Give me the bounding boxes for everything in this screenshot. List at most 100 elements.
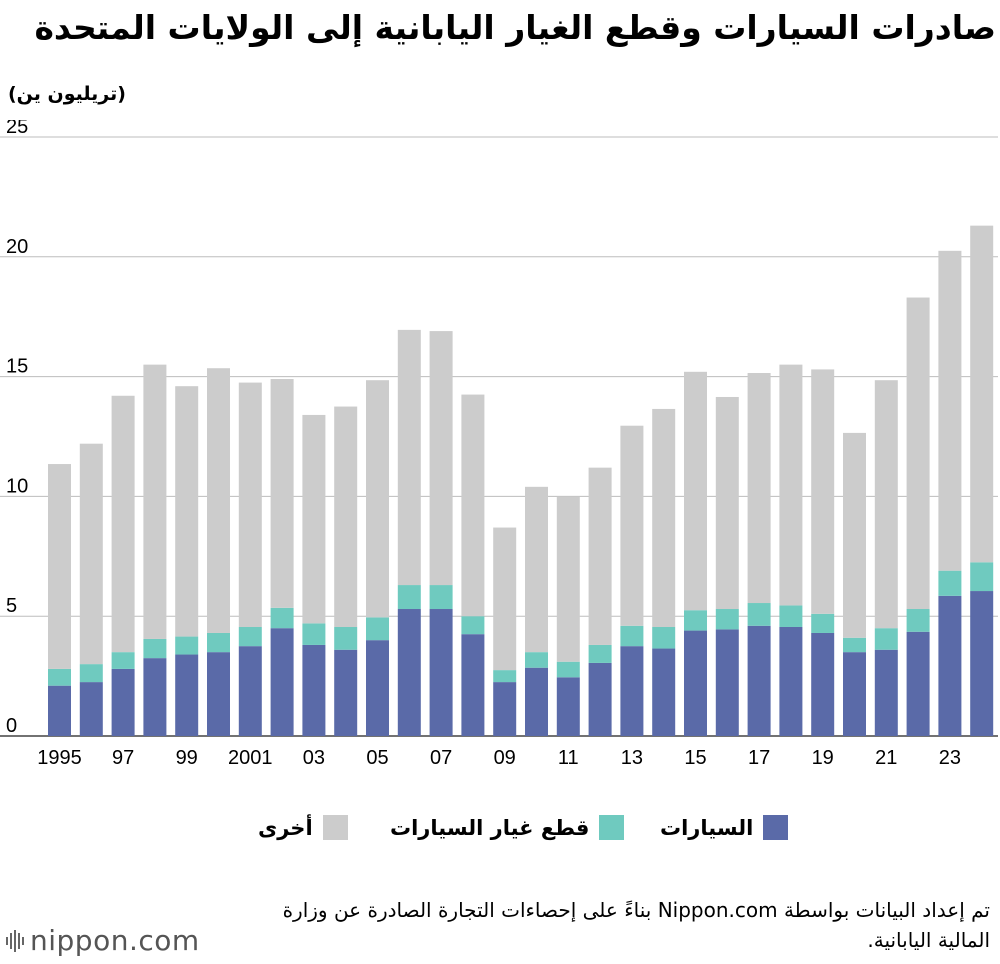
x-tick-label: 11 xyxy=(558,747,579,769)
bar-segment-cars-2002 xyxy=(270,628,294,736)
bar-segment-parts-2008 xyxy=(461,616,485,635)
y-axis-ticks: 0 5 10 15 20 25 xyxy=(6,120,28,737)
bar-segment-cars-2023 xyxy=(938,595,962,736)
bar-segment-cars-2006 xyxy=(397,609,421,736)
chart-title: صادرات السيارات وقطع الغيار اليابانية إل… xyxy=(34,8,996,47)
x-tick-label: 21 xyxy=(875,747,897,769)
legend-item-parts: قطع غيار السيارات xyxy=(390,815,625,840)
bar-segment-parts-2020 xyxy=(843,637,866,653)
bar-segment-cars-2015 xyxy=(684,630,707,736)
legend-swatch-cars xyxy=(763,815,789,840)
bar-segment-parts-1997 xyxy=(111,652,135,669)
bar-segment-cars-2012 xyxy=(588,662,612,736)
bar-segment-cars-2010 xyxy=(525,667,548,736)
bar-segment-other-2018 xyxy=(779,364,803,606)
x-tick-label: 13 xyxy=(621,747,643,769)
bar-segment-parts-2007 xyxy=(429,585,453,610)
nippon-waves-icon xyxy=(6,929,24,952)
bar-segment-other-2022 xyxy=(906,297,930,610)
bar-segment-parts-2013 xyxy=(620,625,644,647)
bar-segment-other-1997 xyxy=(111,395,135,653)
bar-segment-cars-1996 xyxy=(79,682,103,736)
bar-segment-other-2002 xyxy=(270,378,294,608)
bar-segment-other-2009 xyxy=(493,527,517,671)
y-tick-label: 15 xyxy=(6,356,28,378)
bar-segment-cars-2000 xyxy=(207,652,230,736)
x-tick-label: 1995 xyxy=(37,747,82,769)
legend-label-parts: قطع غيار السيارات xyxy=(390,815,590,840)
x-tick-label: 05 xyxy=(366,747,388,769)
bar-segment-other-1996 xyxy=(79,443,103,665)
legend-item-cars: السيارات xyxy=(660,815,789,840)
bar-segment-other-2005 xyxy=(366,380,389,618)
bar-segment-other-2012 xyxy=(588,467,612,645)
bar-segment-other-2015 xyxy=(684,371,707,611)
bar-segment-parts-2012 xyxy=(588,644,612,663)
x-tick-label: 15 xyxy=(684,747,706,769)
bar-segment-cars-2018 xyxy=(779,626,803,736)
bar-segment-other-2024 xyxy=(970,225,994,563)
bar-segment-other-2017 xyxy=(747,373,771,604)
y-axis-unit-label: (تريليون ين) xyxy=(8,83,126,105)
bar-segment-parts-2021 xyxy=(874,628,898,650)
x-tick-label: 97 xyxy=(112,747,134,769)
legend-swatch-parts xyxy=(599,815,625,840)
bar-segment-parts-2019 xyxy=(811,613,835,633)
bar-segment-cars-2004 xyxy=(334,649,358,736)
bar-segment-cars-2009 xyxy=(493,682,517,736)
bar-segment-cars-2020 xyxy=(843,652,866,736)
bar-segment-other-2003 xyxy=(302,414,326,624)
x-tick-label: 23 xyxy=(939,747,961,769)
bar-segment-other-2004 xyxy=(334,406,358,627)
source-note: تم إعداد البيانات بواسطة Nippon.com بناء… xyxy=(282,898,990,952)
bar-segment-parts-2014 xyxy=(652,626,676,649)
x-axis-ticks: 1995 97 99 2001 03 05 07 09 11 13 15 17 19 21 23 xyxy=(37,747,961,769)
y-tick-label: 10 xyxy=(6,475,28,497)
bar-segment-other-2023 xyxy=(938,250,962,571)
bar-segment-other-2016 xyxy=(715,396,739,610)
bar-segment-cars-1995 xyxy=(48,685,71,736)
bar-segment-parts-2017 xyxy=(747,603,771,626)
x-tick-label: 07 xyxy=(430,747,452,769)
bar-segment-cars-1999 xyxy=(175,654,199,736)
bars xyxy=(48,225,994,736)
x-tick-label: 19 xyxy=(812,747,834,769)
bar-segment-cars-2011 xyxy=(556,677,580,736)
bar-segment-parts-2011 xyxy=(556,661,580,678)
bar-segment-cars-2014 xyxy=(652,648,676,736)
bar-segment-other-1999 xyxy=(175,386,199,637)
nippon-logo: nippon.com xyxy=(4,924,200,957)
legend: السيارات قطع غيار السيارات أخرى xyxy=(0,815,1000,855)
bar-segment-cars-1997 xyxy=(111,668,135,736)
legend-swatch-other xyxy=(322,815,348,840)
bar-segment-cars-2005 xyxy=(366,640,389,736)
bar-segment-other-2021 xyxy=(874,380,898,629)
bar-segment-cars-2022 xyxy=(906,631,930,736)
logo-text: nippon.com xyxy=(30,924,200,957)
bar-segment-cars-2001 xyxy=(238,646,262,736)
y-tick-label: 20 xyxy=(6,236,28,258)
bar-segment-parts-2010 xyxy=(525,652,548,668)
bar-segment-cars-2024 xyxy=(970,591,994,736)
x-tick-label: 03 xyxy=(303,747,325,769)
bar-segment-cars-2019 xyxy=(811,632,835,736)
bar-segment-cars-2016 xyxy=(715,629,739,736)
bar-segment-parts-1998 xyxy=(143,638,167,659)
bar-segment-cars-2003 xyxy=(302,644,326,736)
x-tick-label: 09 xyxy=(494,747,516,769)
legend-label-cars: السيارات xyxy=(660,815,754,840)
bar-segment-parts-2000 xyxy=(207,632,230,653)
bar-segment-other-2008 xyxy=(461,394,485,617)
bar-segment-cars-2013 xyxy=(620,646,644,736)
x-tick-label: 17 xyxy=(748,747,770,769)
bar-segment-cars-1998 xyxy=(143,658,167,736)
bar-segment-parts-2006 xyxy=(397,585,421,610)
legend-label-other: أخرى xyxy=(258,815,313,840)
bar-segment-parts-2018 xyxy=(779,605,803,627)
bar-segment-parts-2016 xyxy=(715,609,739,630)
legend-item-other: أخرى xyxy=(258,815,348,840)
bar-segment-other-2010 xyxy=(525,486,548,653)
bar-segment-other-2013 xyxy=(620,425,644,626)
bar-segment-other-2007 xyxy=(429,331,453,586)
x-tick-label: 99 xyxy=(176,747,198,769)
